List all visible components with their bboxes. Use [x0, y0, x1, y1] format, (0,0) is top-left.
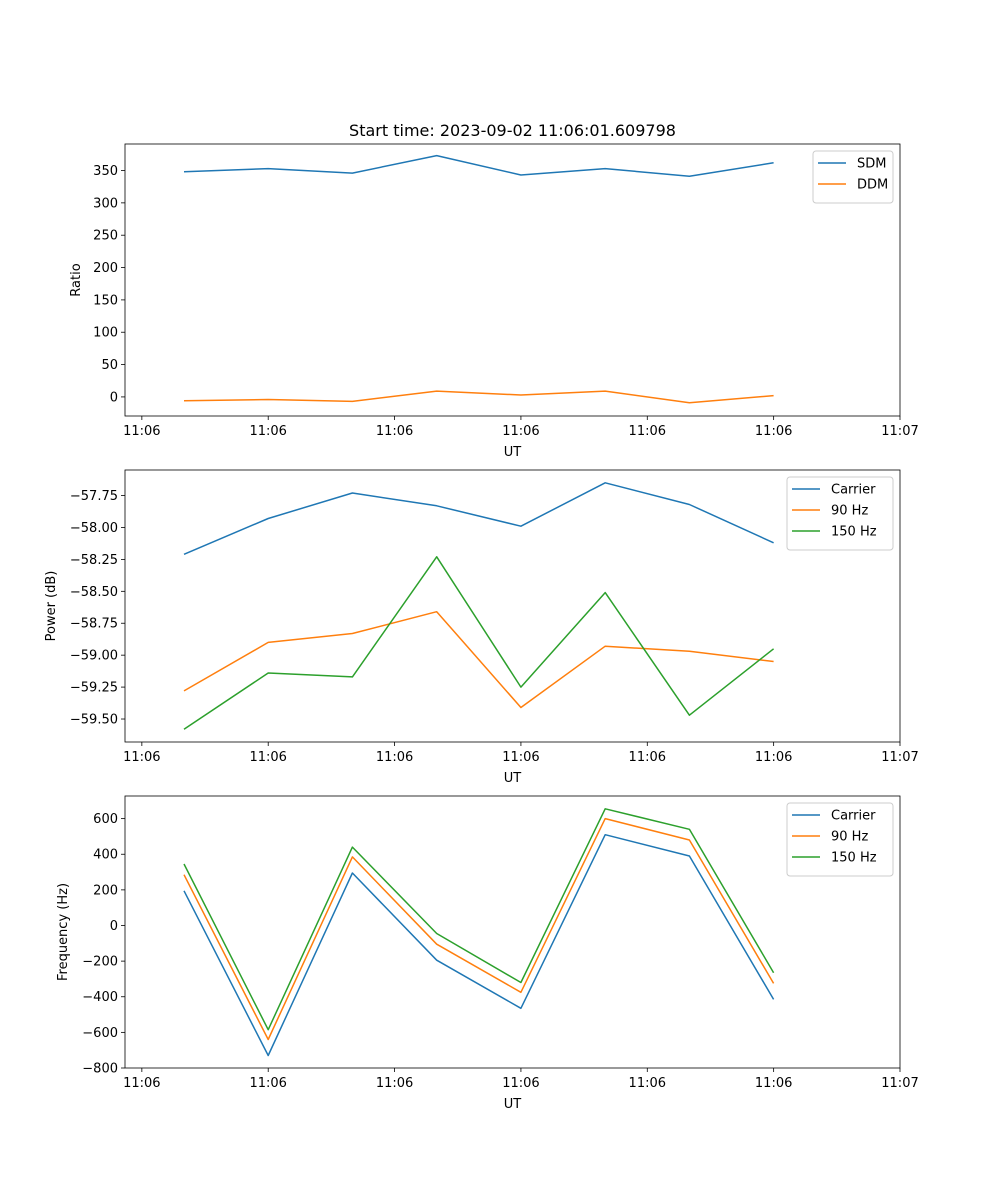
- y-tick-label: −600: [82, 1026, 118, 1041]
- subplot-frequency: 11:06 11:06 11:06 11:06 11:06 11:06 11:07 −800 −…: [56, 795, 919, 1112]
- x-tick-label: 11:06: [123, 1076, 160, 1091]
- series-line-90-hz: [183, 610, 774, 709]
- legend-label: DDM: [857, 178, 888, 193]
- y-tick-label: 200: [93, 883, 118, 898]
- y-tick-label: 50: [101, 358, 118, 373]
- x-tick-label: 11:07: [881, 424, 918, 439]
- chart-title: Start time: 2023-09-02 11:06:01.609798: [349, 121, 676, 140]
- series-line-carrier: [183, 482, 774, 555]
- x-tick-label: 11:06: [376, 750, 413, 765]
- power-plot-layer: 11:06 11:06 11:06 11:06 11:06 11:06 11:07 −59.5…: [70, 469, 919, 765]
- x-tick-label: 11:06: [502, 750, 539, 765]
- y-tick-label: −800: [82, 1062, 118, 1077]
- legend-box: [812, 150, 894, 204]
- x-tick-label: 11:06: [376, 424, 413, 439]
- x-tick-label: 11:06: [249, 424, 286, 439]
- series-line-150-hz: [183, 556, 775, 730]
- x-tick-label: 11:06: [123, 750, 160, 765]
- x-tick-label: 11:06: [755, 750, 792, 765]
- legend: Carrier 90 Hz 150 Hz: [786, 802, 894, 877]
- y-tick-label: −58.00: [70, 521, 118, 536]
- legend-label: 90 Hz: [831, 830, 868, 845]
- series-line-ddm: [183, 390, 774, 404]
- x-tick-label: 11:06: [755, 1076, 792, 1091]
- legend-label: SDM: [857, 157, 886, 172]
- x-tick-label: 11:06: [502, 1076, 539, 1091]
- series-line-90-hz: [183, 817, 775, 1041]
- subplot-power: 11:06 11:06 11:06 11:06 11:06 11:06 11:07 −59.5…: [44, 469, 919, 786]
- legend: Carrier 90 Hz 150 Hz: [786, 476, 894, 551]
- y-axis-label: Ratio: [69, 263, 84, 296]
- y-tick-label: 300: [93, 196, 118, 211]
- legend-label: 90 Hz: [831, 504, 868, 519]
- y-tick-label: −58.25: [70, 553, 118, 568]
- y-axis-label: Frequency (Hz): [56, 883, 71, 981]
- y-tick-label: 100: [93, 326, 118, 341]
- axes-frame: [124, 469, 901, 743]
- x-tick-label: 11:06: [376, 1076, 413, 1091]
- y-tick-label: 200: [93, 261, 118, 276]
- frequency-plot-layer: 11:06 11:06 11:06 11:06 11:06 11:06 11:07 −800 −…: [82, 795, 919, 1091]
- y-tick-label: 250: [93, 229, 118, 244]
- y-tick-label: 350: [93, 164, 118, 179]
- y-tick-label: 150: [93, 293, 118, 308]
- legend-label: Carrier: [831, 809, 876, 824]
- x-tick-label: 11:06: [629, 1076, 666, 1091]
- y-tick-label: 0: [110, 390, 118, 405]
- legend: SDM DDM: [812, 150, 894, 204]
- x-tick-label: 11:06: [249, 750, 286, 765]
- x-axis-label: UT: [504, 445, 522, 460]
- x-tick-label: 11:07: [881, 1076, 918, 1091]
- y-tick-label: 0: [110, 919, 118, 934]
- x-tick-label: 11:06: [629, 424, 666, 439]
- y-tick-label: 400: [93, 848, 118, 863]
- ratio-plot-layer: 11:06 11:06 11:06 11:06 11:06 11:06 11:07 0 50 10…: [93, 143, 919, 439]
- y-tick-label: −58.75: [70, 617, 118, 632]
- series-line-carrier: [183, 833, 775, 1057]
- y-axis-label: Power (dB): [44, 571, 59, 642]
- legend-label: 150 Hz: [831, 525, 877, 540]
- legend-label: Carrier: [831, 483, 876, 498]
- x-tick-label: 11:06: [502, 424, 539, 439]
- y-tick-label: −400: [82, 990, 118, 1005]
- axes-frame: [124, 795, 901, 1069]
- series-line-150-hz: [183, 808, 775, 1031]
- y-tick-label: −200: [82, 955, 118, 970]
- y-tick-label: 600: [93, 812, 118, 827]
- y-tick-label: −58.50: [70, 585, 118, 600]
- axes-frame: [124, 143, 901, 417]
- y-tick-label: −57.75: [70, 489, 118, 504]
- series-line-sdm: [183, 154, 774, 178]
- y-tick-label: −59.00: [70, 649, 118, 664]
- y-tick-label: −59.50: [70, 713, 118, 728]
- y-tick-label: −59.25: [70, 681, 118, 696]
- subplot-ratio: Start time: 2023-09-02 11:06:01.609798 1…: [69, 121, 919, 460]
- x-tick-label: 11:06: [755, 424, 792, 439]
- legend-label: 150 Hz: [831, 851, 877, 866]
- x-axis-label: UT: [504, 1097, 522, 1112]
- x-tick-label: 11:06: [249, 1076, 286, 1091]
- x-axis-label: UT: [504, 771, 522, 786]
- x-tick-label: 11:07: [881, 750, 918, 765]
- x-tick-label: 11:06: [629, 750, 666, 765]
- x-tick-label: 11:06: [123, 424, 160, 439]
